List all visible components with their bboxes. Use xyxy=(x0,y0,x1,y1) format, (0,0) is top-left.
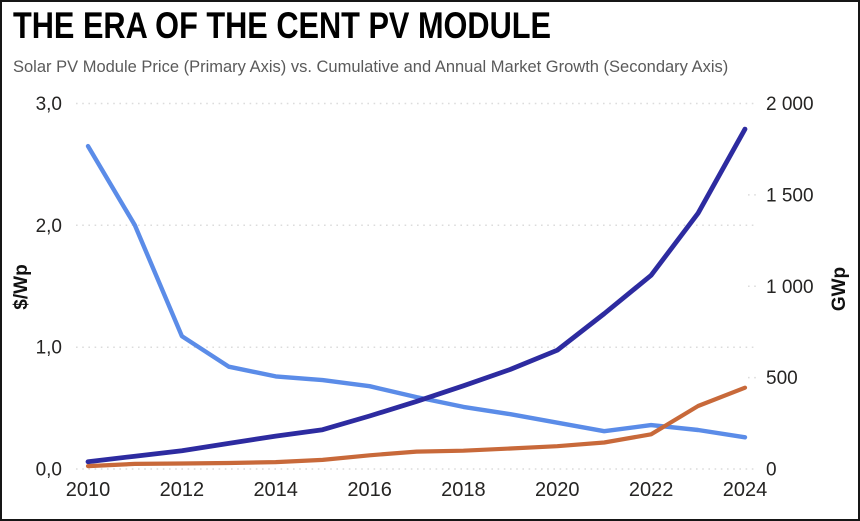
series-line-solar-pv-module-price xyxy=(85,143,748,440)
primary-axis-tick-label: 2,0 xyxy=(36,216,62,237)
primary-axis-tick-label: 3,0 xyxy=(36,94,62,115)
secondary-axis-tick-label: 500 xyxy=(766,368,798,389)
secondary-axis-tick-label: 1 000 xyxy=(766,277,814,298)
secondary-axis-tick-label: 1 500 xyxy=(766,185,814,206)
x-axis-tick-label: 2010 xyxy=(66,479,111,501)
secondary-axis-tick-label: 2 000 xyxy=(766,94,814,115)
x-axis-tick-label: 2016 xyxy=(347,479,392,501)
x-axis-tick-label: 2012 xyxy=(160,479,205,501)
x-axis-tick-label: 2020 xyxy=(535,479,580,501)
primary-axis-tick-label: 1,0 xyxy=(36,338,62,359)
series-line-cumulative-market-growth xyxy=(85,126,748,465)
primary-axis-title: $/Wp xyxy=(11,264,32,310)
secondary-axis-tick-label: 0 xyxy=(766,460,777,481)
series-line-annual-market-growth xyxy=(85,385,748,469)
primary-axis-tick-label: 0,0 xyxy=(36,460,62,481)
secondary-axis-title: GWp xyxy=(829,266,850,312)
x-axis-tick-label: 2022 xyxy=(629,479,674,501)
chart-subtitle: Solar PV Module Price (Primary Axis) vs.… xyxy=(13,58,729,76)
x-axis-tick-label: 2014 xyxy=(253,479,298,501)
chart-title: THE ERA OF THE CENT PV MODULE xyxy=(13,5,552,46)
x-axis-tick-label: 2018 xyxy=(441,479,486,501)
x-axis-tick-label: 2024 xyxy=(723,479,768,501)
